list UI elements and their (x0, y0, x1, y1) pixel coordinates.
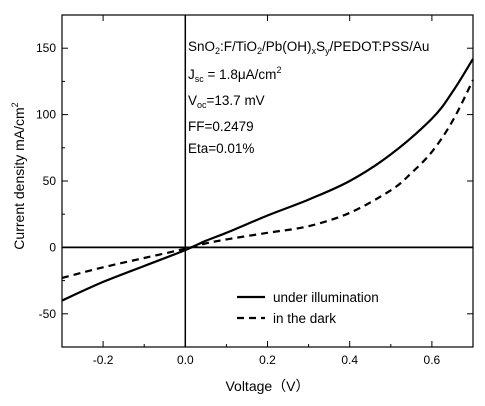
x-axis-ticks: -0.2 0.0 0.2 0.4 0.6 (61, 15, 474, 367)
x-tick-label: 0.2 (259, 353, 276, 367)
legend: under illumination in the dark (237, 290, 379, 326)
legend-label-dark: in the dark (273, 311, 336, 326)
annotation-eta: Eta=0.01% (188, 141, 254, 156)
y-tick-label: 100 (36, 108, 56, 122)
x-tick-label: 0.4 (341, 353, 358, 367)
annotation-ff: FF=0.2479 (188, 119, 254, 134)
x-axis-label: Voltage（V） (225, 378, 309, 394)
series-layer (61, 58, 474, 302)
annotation-device-stack: SnO2:F/TiO2/Pb(OH)xSy/PEDOT:PSS/Au (188, 39, 429, 56)
y-axis-ticks: -50 0 50 100 150 (36, 14, 473, 348)
legend-label-illumination: under illumination (273, 290, 379, 305)
series-under-illumination-line (61, 58, 474, 302)
x-tick-label: 0.0 (177, 353, 194, 367)
y-tick-label: 150 (36, 41, 56, 55)
annotation-jsc: Jsc = 1.8μA/cm2 (188, 65, 281, 84)
series-in-the-dark-line (61, 79, 474, 279)
annotation-voc: Voc=13.7 mV (188, 93, 265, 110)
y-axis-label: Current density mA/cm2 (10, 102, 27, 249)
y-tick-label: -50 (39, 307, 57, 321)
y-tick-label: 50 (43, 174, 57, 188)
x-tick-label: 0.6 (424, 353, 441, 367)
y-tick-label: 0 (49, 240, 56, 254)
x-tick-label: -0.2 (93, 353, 114, 367)
plot-frame (61, 14, 474, 348)
annotation-block: SnO2:F/TiO2/Pb(OH)xSy/PEDOT:PSS/Au Jsc =… (188, 39, 429, 156)
